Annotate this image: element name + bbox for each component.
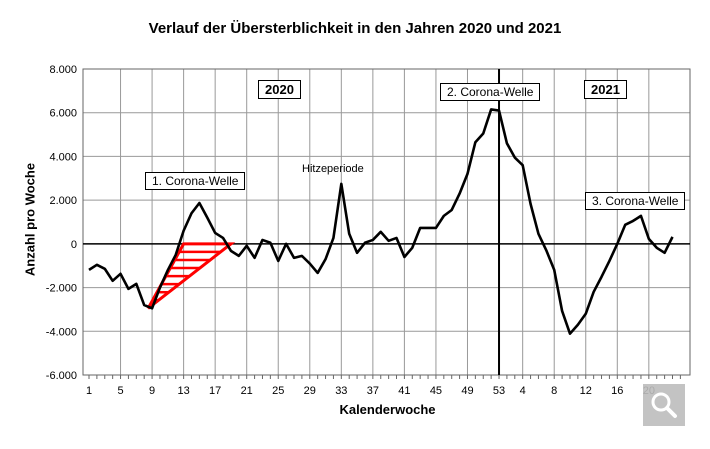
series-line: [88, 108, 674, 335]
label-2021: 2021: [584, 80, 627, 99]
x-tick-label: 37: [367, 385, 379, 397]
x-tick-label: 53: [493, 385, 505, 397]
label-2020: 2020: [258, 80, 301, 99]
y-tick-label: -4.000: [46, 326, 77, 338]
x-tick-label: 9: [149, 385, 155, 397]
x-tick-label: 45: [430, 385, 442, 397]
x-tick-label: 41: [398, 385, 410, 397]
y-tick-label: 6.000: [49, 108, 77, 120]
x-tick-label: 25: [272, 385, 284, 397]
annotation-wave2: 2. Corona-Welle: [440, 83, 541, 101]
x-tick-label: 29: [304, 385, 316, 397]
x-tick-label: 4: [520, 385, 526, 397]
x-tick-label: 8: [551, 385, 557, 397]
x-tick-label: 33: [335, 385, 347, 397]
x-tick-label: 12: [580, 385, 592, 397]
x-tick-label: 16: [611, 385, 623, 397]
y-tick-label: 4.000: [49, 151, 77, 163]
x-tick-label: 13: [177, 385, 189, 397]
y-tick-label: -2.000: [46, 283, 77, 295]
x-tick-label: 5: [117, 385, 123, 397]
x-tick-label: 49: [461, 385, 473, 397]
annotation-wave3: 3. Corona-Welle: [585, 192, 686, 210]
magnifier-icon: [651, 392, 677, 418]
y-tick-label: 0: [71, 239, 77, 251]
zoom-button[interactable]: [643, 384, 685, 426]
plot-frame: [82, 68, 691, 376]
y-tick-label: 2.000: [49, 195, 77, 207]
annotation-heat: Hitzeperiode: [302, 163, 364, 175]
y-tick-label: 8.000: [49, 64, 77, 76]
y-tick-label: -6.000: [46, 370, 77, 382]
chart-title: Verlauf der Übersterblichkeit in den Jah…: [148, 20, 562, 37]
x-axis-label: Kalenderwoche: [339, 402, 436, 417]
x-tick-label: 1: [86, 385, 92, 397]
x-tick-label: 21: [241, 385, 253, 397]
x-tick-label: 17: [209, 385, 221, 397]
annotation-wave1: 1. Corona-Welle: [145, 172, 246, 190]
